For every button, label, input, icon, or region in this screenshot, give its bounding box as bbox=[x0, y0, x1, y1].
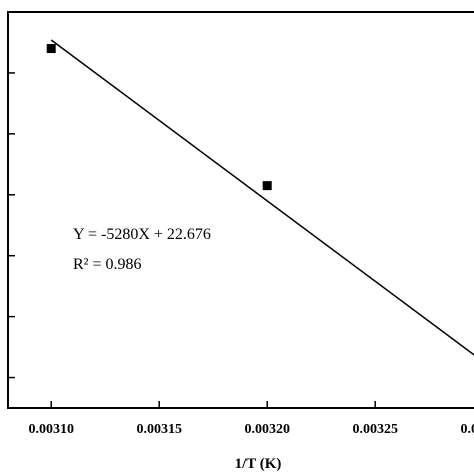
x-tick-label: 0.00315 bbox=[136, 422, 182, 437]
x-tick-label: 0.00310 bbox=[28, 422, 74, 437]
equation-annotation: Y = -5280X + 22.676 bbox=[73, 226, 211, 243]
x-tick-label: 0.00325 bbox=[352, 422, 398, 437]
fit-line bbox=[50, 39, 474, 356]
data-point bbox=[46, 44, 56, 54]
plot-frame bbox=[7, 11, 474, 409]
x-axis-label: 1/T (K) bbox=[235, 456, 282, 472]
x-tick-label: 0.00330 bbox=[460, 422, 474, 437]
r-squared-annotation: R² = 0.986 bbox=[73, 256, 142, 273]
data-point bbox=[262, 181, 272, 191]
x-tick-label: 0.00320 bbox=[244, 422, 290, 437]
